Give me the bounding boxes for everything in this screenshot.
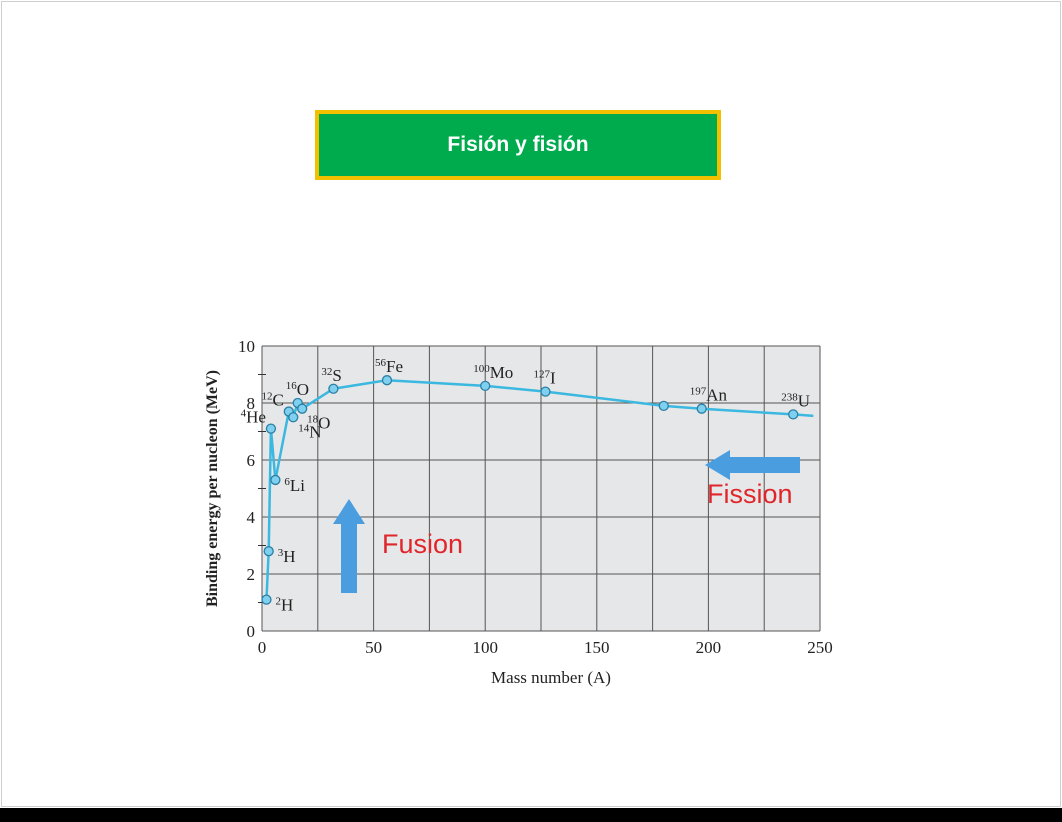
point-label: 12C <box>261 391 283 410</box>
point-label: 3H <box>278 547 296 566</box>
data-point <box>658 400 669 411</box>
binding-energy-chart: 0 2 4 6 8 10 0 50 100 150 200 250 Binding energy p… <box>187 330 849 698</box>
y-tick-label: 2 <box>247 565 256 584</box>
fusion-annotation: Fusion <box>382 529 463 559</box>
y-tick-label: 6 <box>247 451 256 470</box>
data-point <box>297 403 308 414</box>
x-tick-label: 200 <box>696 638 722 657</box>
x-axis-label: Mass number (A) <box>491 668 611 687</box>
fission-annotation: Fission <box>707 479 793 509</box>
point-label: 14N <box>298 422 321 441</box>
point-label: 6Li <box>284 476 305 495</box>
point-labels: 2H 3H 4He 6Li 12C 14N 16O 18O 32S 56Fe 100Mo 127I 19… <box>241 357 810 614</box>
point-label: 18O <box>307 414 330 433</box>
data-point <box>480 380 491 392</box>
data-points <box>261 375 799 605</box>
point-label: 32S <box>321 366 341 385</box>
data-point <box>696 403 707 414</box>
x-tick-label: 100 <box>472 638 498 657</box>
y-tick-labels: 0 2 4 6 8 10 <box>238 337 256 641</box>
slide: Fisión y fisión 0 2 4 6 8 10 0 50 100 150 200 250 … <box>1 1 1061 807</box>
x-tick-label: 150 <box>584 638 610 657</box>
point-label: 197An <box>690 386 728 405</box>
point-label: 4He <box>241 408 266 427</box>
fission-arrow-icon <box>705 450 800 480</box>
x-tick-label: 50 <box>365 638 382 657</box>
y-tick-label: 10 <box>238 337 255 356</box>
x-tick-labels: 0 50 100 150 200 250 <box>258 638 833 657</box>
data-point <box>788 409 799 420</box>
x-tick-label: 0 <box>258 638 267 657</box>
title-banner: Fisión y fisión <box>315 110 721 180</box>
data-point <box>263 546 274 557</box>
chart-svg: 0 2 4 6 8 10 0 50 100 150 200 250 Binding energy p… <box>187 330 849 698</box>
point-label: 238U <box>781 391 810 410</box>
data-point <box>381 375 393 386</box>
y-tick-label: 8 <box>247 394 256 413</box>
point-label: 16O <box>286 380 309 399</box>
annotations: Fusion Fission <box>333 450 800 593</box>
point-label: 100Mo <box>473 363 513 382</box>
y-tick-label: 0 <box>247 622 256 641</box>
x-tick-label: 250 <box>807 638 833 657</box>
fusion-arrow-icon <box>333 499 365 593</box>
point-label: 56Fe <box>375 357 403 376</box>
y-tick-label: 4 <box>247 508 256 527</box>
data-point <box>540 386 551 397</box>
point-label: 2H <box>275 596 293 615</box>
slide-title: Fisión y fisión <box>447 133 589 156</box>
series-line <box>265 378 814 600</box>
data-point <box>265 423 277 434</box>
data-point <box>270 474 281 486</box>
bottom-bar <box>0 808 1062 822</box>
point-label: 127I <box>533 369 556 388</box>
data-point <box>261 594 272 605</box>
y-axis-label: Binding energy per nucleon (MeV) <box>204 370 221 607</box>
data-point <box>328 383 339 394</box>
data-point <box>288 412 299 423</box>
